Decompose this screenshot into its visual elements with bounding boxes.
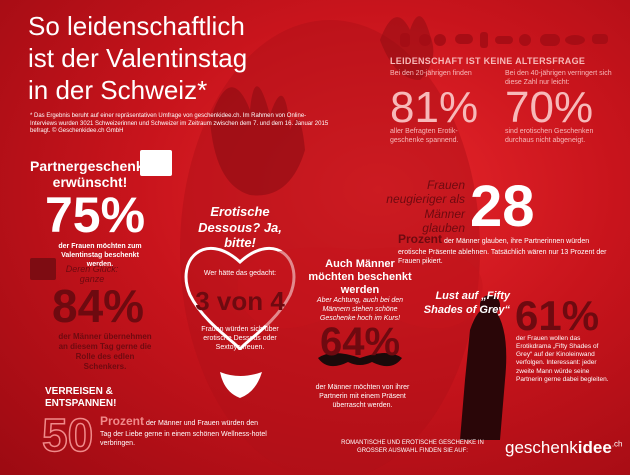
- heading: Lust auf „Fifty Shades of Grey“: [423, 290, 510, 316]
- heading: LEIDENSCHAFT IST KEINE ALTERSFRAGE: [390, 56, 586, 66]
- logo-part: .ch: [611, 439, 623, 449]
- stat-text: der Frauen möchten zum Valentinstag besc…: [58, 243, 142, 268]
- heading: Partnergeschenke erwünscht!: [30, 158, 152, 191]
- stat: 3 von 4: [195, 286, 285, 316]
- lead-text: Bei den 20-jährigen finden: [390, 70, 472, 77]
- lead-text: Deren Glück: ganze: [65, 264, 119, 284]
- stat: 64%: [319, 320, 401, 364]
- stat-text: der Männer möchten von ihrer Partnerin m…: [315, 384, 410, 409]
- logo-part: geschenk: [505, 438, 578, 457]
- title-line: ist der Valentinstag: [28, 43, 248, 73]
- logo[interactable]: geschenkidee.ch: [505, 438, 622, 458]
- hand-shadow: [380, 16, 434, 80]
- unit: Prozent: [398, 232, 443, 246]
- title-line: in der Schweiz*: [28, 75, 208, 105]
- stat: 81%: [390, 83, 479, 132]
- heading: VERREISEN & ENTSPANNEN!: [45, 386, 117, 409]
- stat: 61%: [515, 292, 600, 339]
- stat-text: aller Befragten Erotik-geschenke spannen…: [390, 128, 459, 144]
- gift-icon: [140, 150, 172, 176]
- lead-text: Bei den 40-jährigen verringert sich dies…: [505, 70, 612, 86]
- couple-icon: [460, 307, 507, 440]
- stat: 28: [470, 174, 535, 239]
- icon-row: [400, 32, 608, 48]
- heading: Erotische Dessous? Ja, bitte!: [198, 204, 282, 251]
- hand-shadow: [210, 86, 305, 196]
- title-line: So leidenschaftlich: [28, 11, 245, 41]
- heading: Frauen neugieriger als Männer glauben: [386, 178, 465, 236]
- lingerie-icon: [220, 372, 262, 398]
- stat-text-block: Prozent der Männer und Frauen würden den…: [100, 414, 270, 448]
- footer-text: ROMANTISCHE UND EROTISCHE GESCHENKE IN G…: [341, 440, 484, 454]
- stat-text: sind erotischen Geschenken durchaus nich…: [505, 128, 594, 144]
- logo-part: idee: [577, 438, 612, 457]
- stat-text: der Männer glauben, ihre Partnerinnen wü…: [398, 238, 607, 265]
- stat-text: der Männer und Frauen würden den Tag der…: [100, 420, 267, 447]
- couple-icon: [480, 295, 500, 315]
- stat: 75%: [45, 187, 146, 243]
- stat-text: Frauen würden sich über erotische Dessou…: [201, 326, 279, 351]
- heading: Auch Männer möchten beschenkt werden: [308, 258, 412, 297]
- footnote: * Das Ergebnis beruht auf einer repräsen…: [30, 113, 329, 134]
- title: So leidenschaftlich ist der Valentinstag…: [28, 10, 247, 106]
- unit: Prozent: [100, 414, 145, 428]
- gift-icon: [30, 258, 56, 280]
- stat: 50: [41, 409, 94, 461]
- stat: 70%: [505, 83, 594, 132]
- lead-text: Wer hätte das gedacht:: [203, 270, 277, 277]
- stat-text-block: Prozent der Männer glauben, ihre Partner…: [398, 232, 613, 266]
- stat-text: der Männer übernehmen an diesem Tag gern…: [58, 332, 152, 371]
- lead-text: Aber Achtung, auch bei den Männern stehe…: [316, 297, 404, 322]
- stat-text: der Frauen wollen das Erotikdrama „Fifty…: [516, 335, 609, 383]
- stat: 84%: [52, 280, 145, 332]
- mustache-icon: [318, 353, 402, 367]
- lips-shadow: [237, 247, 483, 329]
